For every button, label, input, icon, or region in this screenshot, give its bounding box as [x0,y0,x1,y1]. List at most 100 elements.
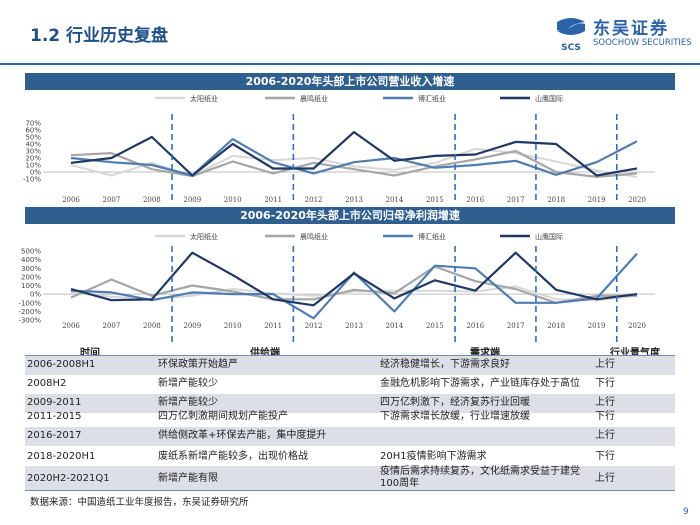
x-tick-label: 2017 [507,196,525,204]
x-tick-label: 2018 [547,196,565,204]
y-tick-label: -300% [18,317,41,325]
x-tick-label: 2020 [628,322,646,330]
y-tick-label: 200% [21,273,41,281]
chart2-title: 2006-2020年头部上市公司归母净利润增速 [25,207,675,224]
series-line-1 [70,147,638,178]
y-tick-label: 50% [25,134,41,142]
x-tick-label: 2011 [264,322,282,330]
cell-boom: 上行 [595,473,615,484]
x-tick-label: 2014 [386,322,404,330]
x-tick-label: 2006 [62,322,80,330]
cell-time: 2009-2011 [27,397,82,408]
cell-demand: 经济稳健增长，下游需求良好 [380,359,510,370]
table-header-supply: 供给端 [250,348,280,359]
legend-label-4: 山鹰国际 [535,232,563,241]
y-tick-label: -200% [18,308,41,316]
chart1-title: 2006-2020年头部上市公司营业收入增速 [25,73,675,90]
series-line-3 [70,137,638,177]
cell-supply: 供给侧改革+环保去产能，集中度提升 [158,430,327,441]
legend-label-1: 太阳纸业 [190,94,218,103]
legend-label-2: 晨鸣纸业 [300,94,328,103]
page-title: 1.2 行业历史复盘 [30,26,169,46]
y-tick-label: 500% [21,248,41,256]
x-tick-label: 2015 [426,196,444,204]
x-tick-label: 2015 [426,322,444,330]
cell-demand: 下游需求增长放缓，行业增速放缓 [380,411,530,422]
y-tick-label: 300% [21,265,41,273]
y-tick-label: 60% [25,127,41,135]
cell-boom: 上行 [595,359,615,370]
y-tick-label: 20% [25,155,41,163]
y-tick-label: -100% [18,299,41,307]
cell-supply: 四万亿刺激期间规划产能投产 [158,411,288,422]
table-row: 2009-2011 新增产能较少 四万亿刺激下，经济复苏行业回暖 上行 [25,394,675,413]
table-header-time: 时间 [80,348,100,359]
x-tick-label: 2008 [143,196,161,204]
x-tick-label: 2011 [264,196,282,204]
cell-demand: 金融危机影响下游需求，产业链库存处于高位 [380,378,580,389]
x-tick-label: 2013 [345,196,363,204]
x-tick-label: 2007 [103,322,121,330]
cell-demand: 四万亿刺激下，经济复苏行业回暖 [380,397,530,408]
soochow-logo-icon: SCS [557,18,585,53]
cell-boom: 下行 [595,451,615,462]
series-line-2 [70,149,638,179]
x-tick-label: 2014 [386,196,404,204]
cell-supply: 环保政策开始趋严 [158,359,238,370]
cell-time: 2018-2020H1 [27,451,96,462]
x-tick-label: 2019 [588,196,606,204]
legend-label-4: 山鹰国际 [535,94,563,103]
y-tick-label: 0% [30,291,41,299]
cell-boom: 上行 [595,430,615,441]
cell-supply: 新增产能较少 [158,378,218,389]
x-tick-label: 2009 [183,196,201,204]
data-source-note: 数据来源：中国造纸工业年度报告，东吴证券研究所 [30,497,249,508]
table-header-demand: 需求端 [470,348,500,359]
table-row: 2016-2017 供给侧改革+环保去产能，集中度提升 上行 [25,427,675,446]
y-tick-label: 0% [30,169,41,177]
table-row: 2018-2020H1 废纸系新增产能较多，出现价格战 20H1疫情影响下游需求… [25,448,675,467]
table-top-rule [25,355,675,356]
x-tick-label: 2013 [345,322,363,330]
x-tick-label: 2016 [466,322,484,330]
x-tick-label: 2010 [224,196,242,204]
table-row: 2006-2008H1 环保政策开始趋严 经济稳健增长，下游需求良好 上行 [25,356,675,375]
y-tick-label: 400% [21,256,41,264]
y-tick-label: 100% [21,282,41,290]
x-tick-label: 2009 [183,322,201,330]
y-tick-label: 70% [25,120,41,128]
x-tick-label: 2008 [143,322,161,330]
cell-boom: 上行 [595,397,615,408]
logo-chinese-name: 东吴证券 [593,19,669,39]
table-row: 2008H2 新增产能较少 金融危机影响下游需求，产业链库存处于高位 下行 [25,375,675,394]
x-tick-label: 2016 [466,196,484,204]
cell-time: 2006-2008H1 [27,359,96,370]
x-tick-label: 2019 [588,322,606,330]
x-tick-label: 2010 [224,322,242,330]
x-tick-label: 2017 [507,322,525,330]
logo-english-name: SOOCHOW SECURITIES [593,38,692,48]
cell-time: 2016-2017 [27,430,82,441]
y-tick-label: 40% [25,141,41,149]
logo-mark: SCS [561,43,581,53]
y-tick-label: 30% [25,148,41,156]
legend-label-1: 太阳纸业 [190,232,218,241]
x-tick-label: 2018 [547,322,565,330]
table-row: 2011-2015 四万亿刺激期间规划产能投产 下游需求增长放缓，行业增速放缓 … [25,408,675,427]
x-tick-label: 2012 [305,322,323,330]
cell-supply: 新增产能有限 [158,473,218,484]
x-tick-label: 2006 [62,196,80,204]
cell-boom: 下行 [595,411,615,422]
cell-demand: 20H1疫情影响下游需求 [380,451,487,462]
y-tick-label: 10% [25,162,41,170]
cell-demand: 疫情后需求持续复苏，文化纸需求受益于建党100周年 [380,466,580,489]
table-header-boom: 行业景气度 [610,348,660,359]
brand-logo: SCS 东吴证券 SOOCHOW SECURITIES [553,14,693,58]
y-tick-label: -10% [23,176,41,184]
cell-supply: 废纸系新增产能较多，出现价格战 [158,451,308,462]
series-line-4 [70,130,638,177]
x-tick-label: 2007 [103,196,121,204]
series-line-4 [70,251,638,307]
legend-label-3: 博汇纸业 [418,94,446,103]
legend-label-3: 博汇纸业 [418,232,446,241]
